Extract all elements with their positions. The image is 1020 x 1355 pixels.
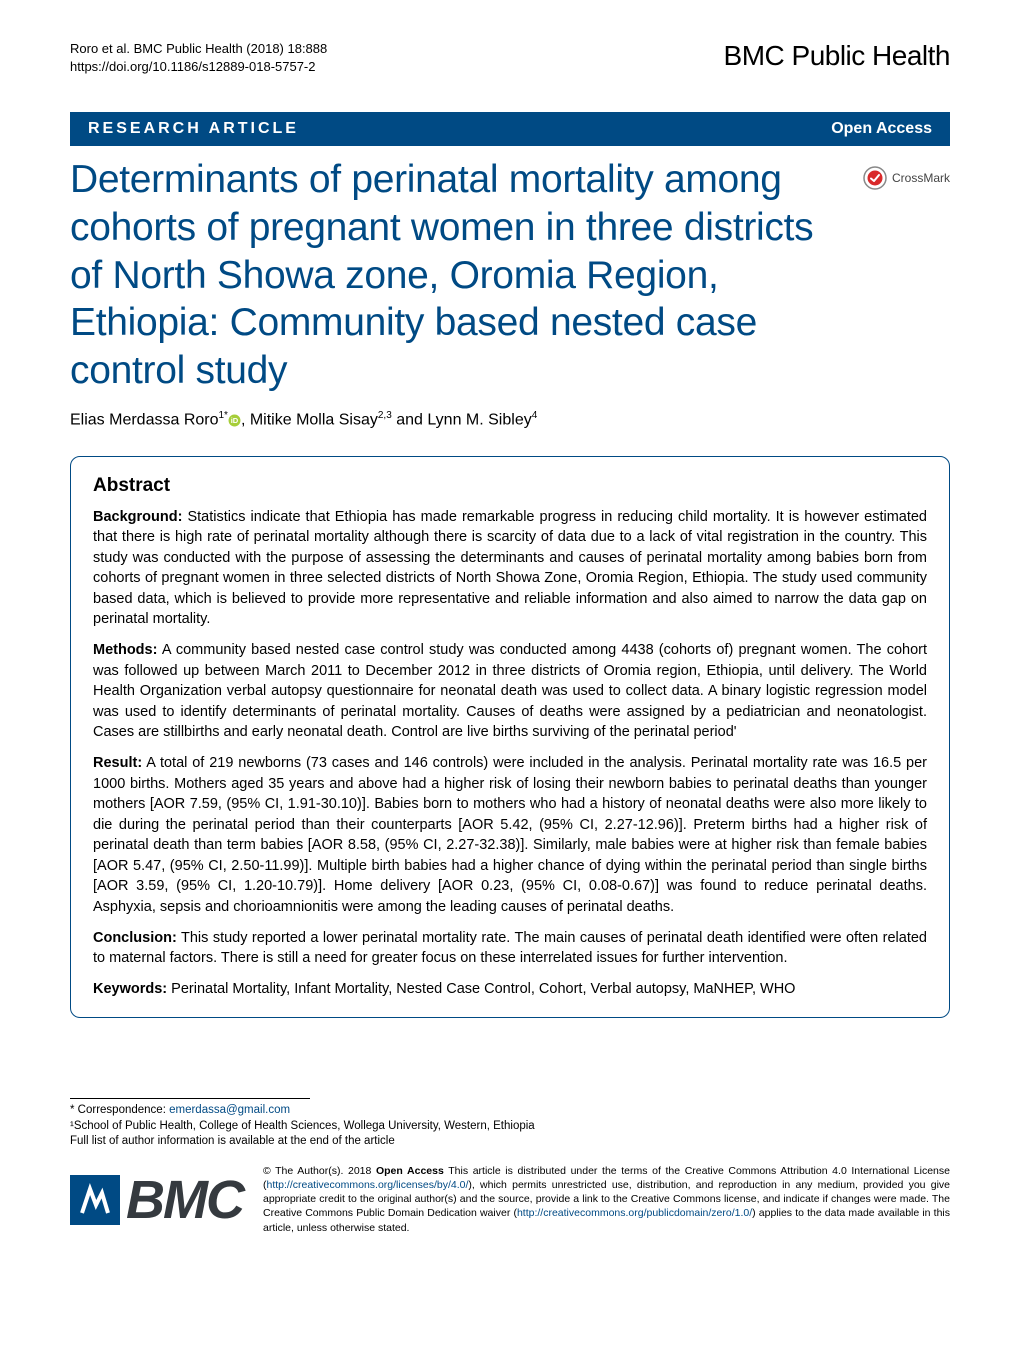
crossmark-label: CrossMark [892,171,950,185]
crossmark-badge[interactable]: CrossMark [863,166,950,190]
article-type-label: RESEARCH ARTICLE [88,120,299,138]
page-container: Roro et al. BMC Public Health (2018) 18:… [0,0,1020,1267]
open-access-label: Open Access [831,120,932,138]
citation-block: Roro et al. BMC Public Health (2018) 18:… [70,40,327,76]
affiliation-line: ¹School of Public Health, College of Hea… [70,1119,950,1135]
title-row: Determinants of perinatal mortality amon… [70,156,950,394]
license-url-2[interactable]: http://creativecommons.org/publicdomain/… [517,1207,752,1219]
abstract-methods: Methods: A community based nested case c… [93,640,927,743]
abstract-background: Background: Statistics indicate that Eth… [93,507,927,630]
methods-text: A community based nested case control st… [93,642,927,740]
background-label: Background: [93,509,182,525]
keywords-text: Perinatal Mortality, Infant Mortality, N… [171,981,795,997]
abstract-box: Abstract Background: Statistics indicate… [70,456,950,1019]
full-author-info-line: Full list of author information is avail… [70,1134,950,1150]
footer-block: * Correspondence: emerdassa@gmail.com ¹S… [70,1098,950,1236]
license-open-access: Open Access [376,1165,444,1177]
result-text: A total of 219 newborns (73 cases and 14… [93,755,927,915]
journal-name: BMC Public Health [724,40,950,72]
bmc-logo: BMC [70,1164,243,1237]
article-type-banner: RESEARCH ARTICLE Open Access [70,112,950,146]
article-title: Determinants of perinatal mortality amon… [70,156,845,394]
result-label: Result: [93,755,142,771]
abstract-conclusion: Conclusion: This study reported a lower … [93,928,927,969]
crossmark-icon [863,166,887,190]
abstract-keywords: Keywords: Perinatal Mortality, Infant Mo… [93,979,927,1000]
methods-label: Methods: [93,642,157,658]
correspondence-label: * Correspondence: [70,1104,169,1116]
bmc-square-icon [70,1175,120,1225]
citation-line: Roro et al. BMC Public Health (2018) 18:… [70,40,327,58]
correspondence-email[interactable]: emerdassa@gmail.com [169,1104,290,1116]
license-prefix: © The Author(s). 2018 [263,1165,376,1177]
authors-line: Elias Merdassa Roro1*iD, Mitike Molla Si… [70,410,950,429]
doi-line: https://doi.org/10.1186/s12889-018-5757-… [70,58,327,76]
abstract-heading: Abstract [93,475,927,497]
page-header: Roro et al. BMC Public Health (2018) 18:… [70,40,950,76]
abstract-result: Result: A total of 219 newborns (73 case… [93,753,927,918]
correspondence-line: * Correspondence: emerdassa@gmail.com [70,1103,950,1119]
license-url-1[interactable]: http://creativecommons.org/licenses/by/4… [266,1179,468,1191]
keywords-label: Keywords: [93,981,167,997]
license-row: BMC © The Author(s). 2018 Open Access Th… [70,1164,950,1237]
conclusion-text: This study reported a lower perinatal mo… [93,930,927,967]
bmc-logo-text: BMC [126,1164,243,1237]
svg-text:iD: iD [231,416,239,425]
background-text: Statistics indicate that Ethiopia has ma… [93,509,927,628]
orcid-icon[interactable]: iD [228,414,241,427]
footer-divider [70,1098,310,1099]
license-text: © The Author(s). 2018 Open Access This a… [263,1164,950,1235]
conclusion-label: Conclusion: [93,930,177,946]
